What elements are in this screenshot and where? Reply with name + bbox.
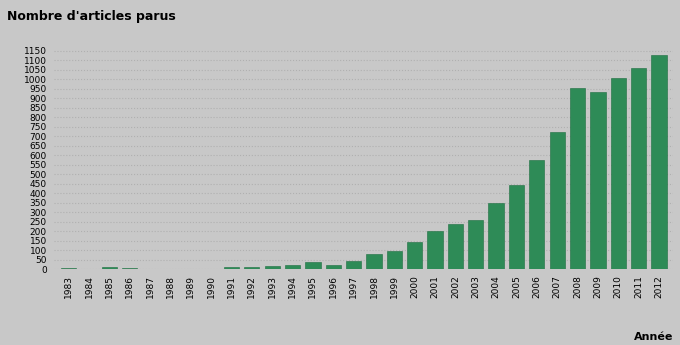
Bar [61, 268, 76, 269]
Bar [590, 92, 605, 269]
Bar [509, 185, 524, 269]
Bar [326, 265, 341, 269]
Bar [367, 254, 381, 269]
Bar [570, 88, 585, 269]
Bar [285, 265, 300, 269]
Bar [529, 160, 545, 269]
Text: Nombre d'articles parus: Nombre d'articles parus [7, 10, 175, 23]
Bar [244, 267, 260, 269]
Bar [549, 131, 565, 269]
Bar [387, 251, 402, 269]
Bar [102, 267, 117, 269]
Text: Année: Année [634, 332, 673, 342]
Bar [651, 55, 666, 269]
Bar [631, 68, 646, 269]
Bar [428, 231, 443, 269]
Bar [407, 241, 422, 269]
Bar [265, 266, 280, 269]
Bar [122, 268, 137, 269]
Bar [447, 224, 463, 269]
Bar [224, 267, 239, 269]
Bar [346, 260, 361, 269]
Bar [488, 203, 504, 269]
Bar [468, 220, 483, 269]
Bar [611, 78, 626, 269]
Bar [305, 263, 320, 269]
